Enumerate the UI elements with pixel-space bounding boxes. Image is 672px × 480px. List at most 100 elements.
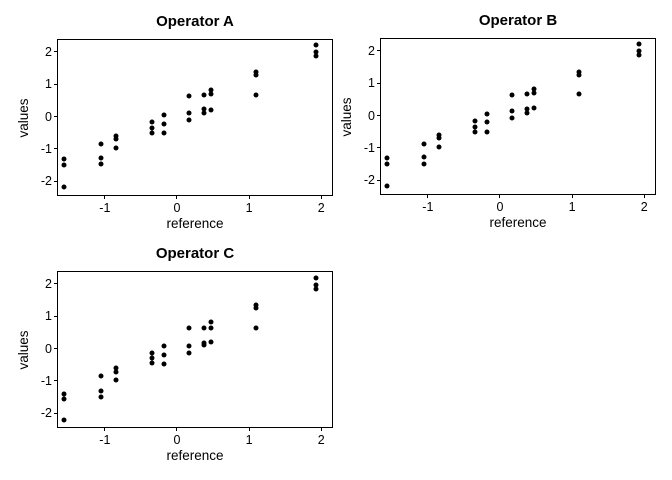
data-point bbox=[161, 121, 167, 127]
x-tick-label: -1 bbox=[99, 433, 111, 447]
x-tick-label: -1 bbox=[422, 200, 434, 214]
data-point bbox=[61, 391, 67, 397]
data-point bbox=[201, 110, 207, 116]
data-point bbox=[313, 282, 319, 288]
x-tick-mark bbox=[499, 194, 501, 198]
y-tick-mark bbox=[54, 83, 58, 85]
y-tick-label: 1 bbox=[45, 309, 52, 324]
data-point bbox=[484, 119, 490, 125]
y-tick-label: -2 bbox=[40, 174, 52, 189]
x-tick-label: 2 bbox=[317, 201, 325, 215]
data-point bbox=[98, 373, 104, 379]
data-point bbox=[576, 72, 582, 78]
data-point bbox=[208, 319, 214, 325]
data-point bbox=[161, 112, 167, 118]
data-point bbox=[484, 111, 490, 117]
y-tick-mark bbox=[54, 315, 58, 317]
plot-area-operator-b: Operator B reference values -1 0 1 2 -2 -1 0 1 2 bbox=[339, 12, 656, 230]
data-point bbox=[161, 352, 167, 358]
x-axis-label: reference bbox=[166, 216, 224, 231]
data-point bbox=[636, 41, 642, 47]
y-tick-mark bbox=[377, 179, 381, 181]
data-point bbox=[186, 325, 191, 331]
x-tick-mark bbox=[104, 195, 106, 199]
data-point bbox=[186, 93, 191, 99]
data-point bbox=[98, 141, 104, 147]
data-point bbox=[186, 350, 191, 356]
y-tick-label: -1 bbox=[40, 141, 52, 156]
x-tick-label: 0 bbox=[173, 201, 181, 215]
data-point bbox=[201, 342, 207, 348]
data-point bbox=[313, 53, 319, 59]
data-point bbox=[484, 129, 490, 135]
data-point bbox=[436, 132, 442, 138]
y-tick-label: 0 bbox=[45, 341, 52, 356]
x-tick-label: 0 bbox=[496, 200, 504, 214]
data-point bbox=[201, 106, 207, 112]
data-point bbox=[98, 161, 104, 167]
data-point bbox=[161, 343, 167, 349]
y-tick-label: 2 bbox=[45, 276, 52, 291]
plot-area-operator-a: Operator A reference values -1 0 1 2 -2 -1 0 1 2 bbox=[16, 13, 333, 231]
data-point bbox=[636, 52, 642, 58]
x-tick-mark bbox=[571, 194, 573, 198]
x-tick-label: 1 bbox=[245, 433, 253, 447]
y-tick-label: 0 bbox=[368, 108, 375, 123]
data-point bbox=[98, 394, 104, 400]
y-tick-mark bbox=[54, 283, 58, 285]
panel-operator-a: Operator A reference values -1 0 1 2 -2 -1 0 1 2 bbox=[0, 0, 336, 240]
data-point bbox=[253, 302, 259, 308]
x-axis-label: reference bbox=[166, 448, 224, 463]
data-point bbox=[509, 108, 515, 114]
data-point bbox=[531, 86, 537, 92]
y-tick-mark bbox=[54, 348, 58, 350]
y-tick-mark bbox=[54, 148, 58, 150]
data-point bbox=[384, 155, 390, 161]
data-point bbox=[149, 350, 155, 356]
y-tick-mark bbox=[54, 116, 58, 118]
y-tick-mark bbox=[54, 380, 58, 382]
data-point bbox=[61, 156, 67, 162]
data-point bbox=[576, 69, 582, 75]
x-tick-mark bbox=[320, 427, 322, 431]
data-point bbox=[161, 361, 167, 367]
y-tick-label: 1 bbox=[45, 77, 52, 92]
data-point bbox=[149, 130, 155, 136]
data-point bbox=[113, 365, 119, 371]
x-tick-mark bbox=[176, 427, 178, 431]
y-tick-mark bbox=[377, 115, 381, 117]
data-point bbox=[113, 369, 119, 375]
y-tick-label: -2 bbox=[363, 173, 375, 188]
data-point bbox=[201, 325, 207, 331]
data-point bbox=[186, 117, 191, 123]
y-tick-label: -1 bbox=[40, 373, 52, 388]
y-tick-label: 2 bbox=[368, 43, 375, 58]
data-point bbox=[186, 343, 191, 349]
data-point bbox=[509, 92, 515, 98]
plot-title: Operator C bbox=[155, 245, 235, 262]
data-point bbox=[384, 183, 390, 189]
data-point bbox=[61, 184, 67, 190]
data-point bbox=[208, 325, 214, 331]
x-tick-label: 0 bbox=[173, 433, 181, 447]
x-axis-label: reference bbox=[489, 215, 547, 230]
data-point bbox=[113, 133, 119, 139]
data-point bbox=[421, 154, 427, 160]
y-tick-label: -2 bbox=[40, 406, 52, 421]
y-tick-label: 1 bbox=[368, 76, 375, 91]
y-tick-label: 2 bbox=[45, 44, 52, 59]
plot-area-operator-c: Operator C reference values -1 0 1 2 -2 -1 0 1 2 bbox=[16, 245, 333, 463]
data-point bbox=[61, 417, 67, 423]
data-point bbox=[208, 91, 214, 97]
x-tick-mark bbox=[248, 195, 250, 199]
data-point bbox=[421, 141, 427, 147]
data-point bbox=[384, 161, 390, 167]
data-point bbox=[531, 105, 537, 111]
x-tick-mark bbox=[643, 194, 645, 198]
x-tick-mark bbox=[176, 195, 178, 199]
data-point bbox=[509, 115, 515, 121]
data-point bbox=[253, 92, 259, 98]
data-point bbox=[61, 396, 67, 402]
data-point bbox=[186, 110, 191, 116]
data-point bbox=[149, 360, 155, 366]
